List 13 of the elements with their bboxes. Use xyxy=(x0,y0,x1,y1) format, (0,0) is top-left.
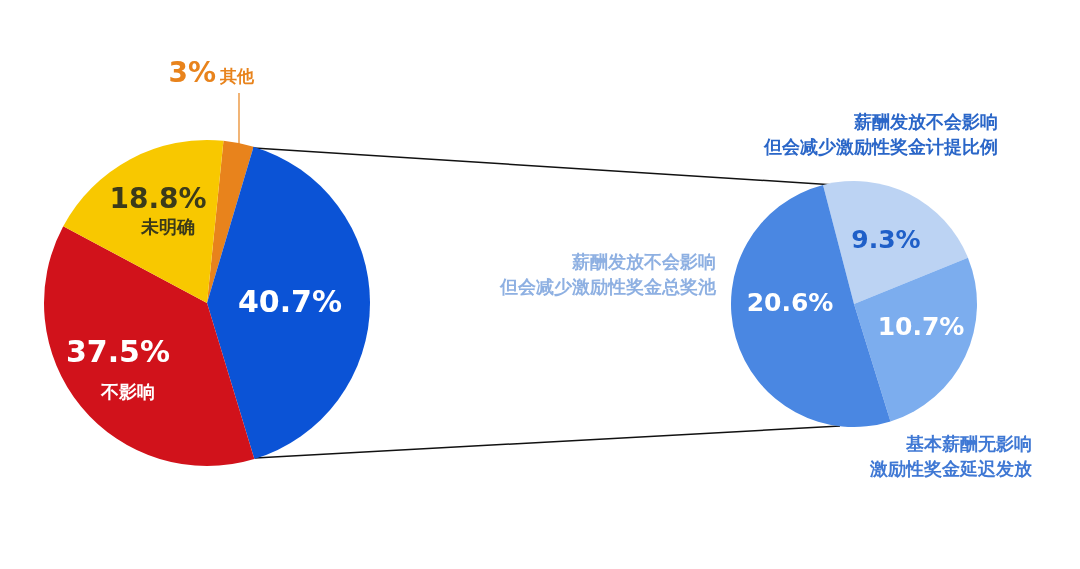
slice-label: 未明确 xyxy=(140,216,195,237)
data-label: 37.5% xyxy=(65,334,171,369)
data-label: 3% xyxy=(168,56,216,89)
data-label: 40.7% xyxy=(237,284,343,319)
data-label: 9.3% xyxy=(851,225,921,254)
slice-label: 其他 xyxy=(219,66,255,86)
slice-label: 不影响 xyxy=(100,381,155,402)
data-label: 20.6% xyxy=(746,288,834,317)
data-label: 10.7% xyxy=(877,312,965,341)
slice-label: 薪酬发放不会影响但会减少激励性奖金计提比例 xyxy=(763,111,998,158)
slice-label: 薪酬发放不会影响但会减少激励性奖金总奖池 xyxy=(499,251,717,298)
slice-label: 基本薪酬无影响激励性奖金延迟发放 xyxy=(869,433,1033,480)
data-label: 18.8% xyxy=(109,182,207,215)
